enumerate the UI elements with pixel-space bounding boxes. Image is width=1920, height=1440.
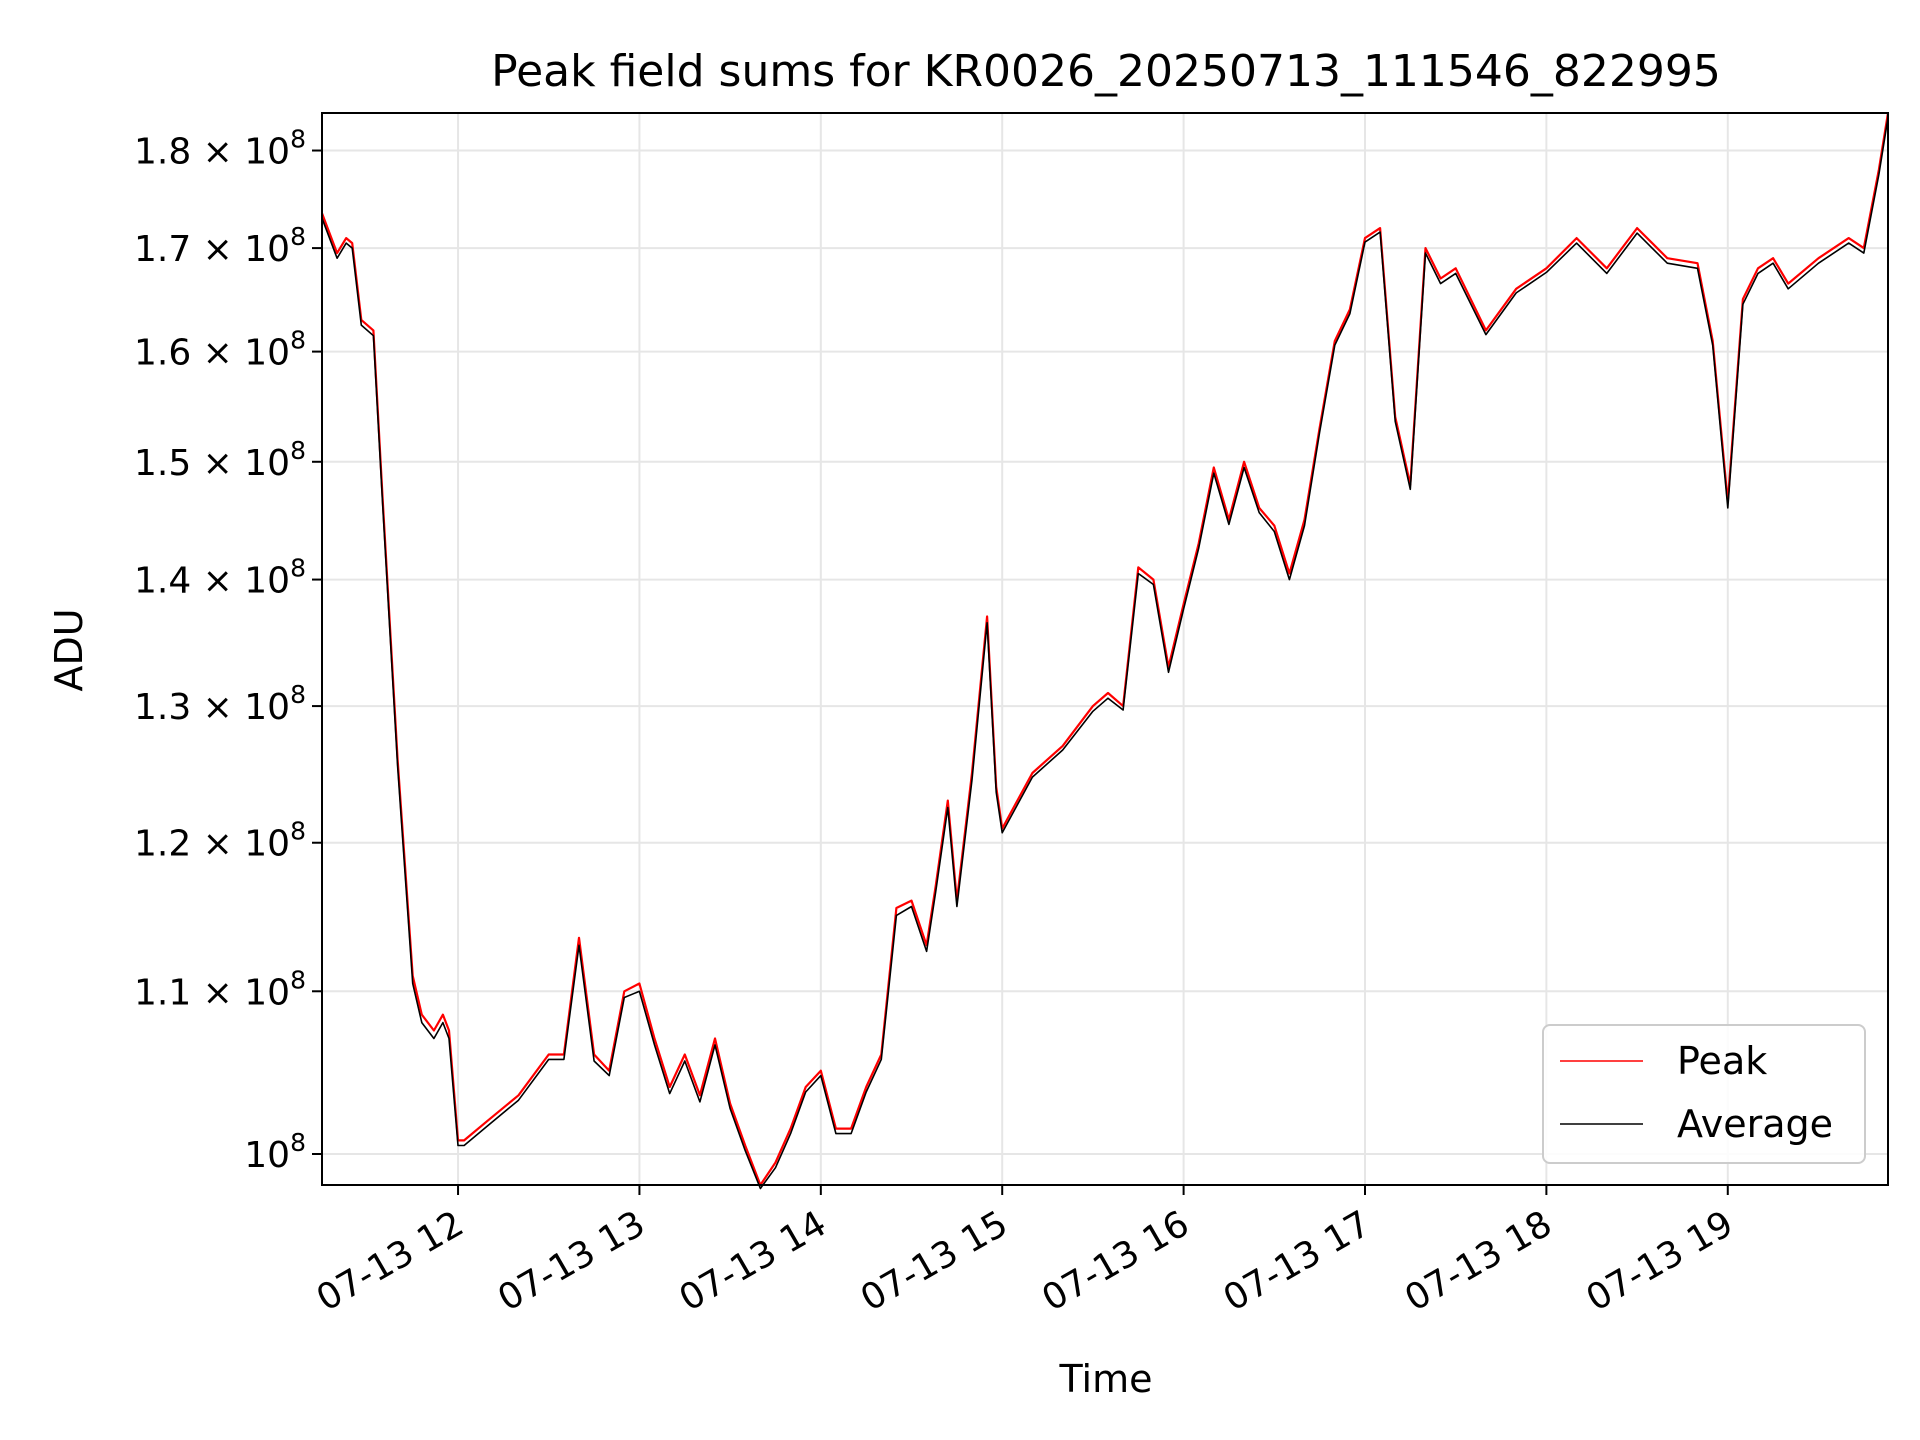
y-tick-label: 108: [244, 1128, 306, 1176]
y-tick-label: 1.1 × 108: [134, 965, 306, 1013]
y-tick-exponent: 8: [290, 554, 306, 583]
y-tick-mantissa: 1.1 × 10: [134, 972, 290, 1013]
y-tick-exponent: 8: [290, 125, 306, 154]
x-axis-label: Time: [1059, 1357, 1153, 1401]
legend-label-average: Average: [1677, 1102, 1833, 1146]
y-tick-label: 1.3 × 108: [134, 680, 306, 728]
y-tick-mantissa: 1.5 × 10: [134, 443, 290, 484]
y-tick-exponent: 8: [290, 1128, 306, 1157]
series-lines: [320, 112, 1890, 1190]
y-tick-exponent: 8: [290, 222, 306, 251]
plot-frame: [321, 112, 1889, 1186]
y-tick-mantissa: 1.8 × 10: [134, 132, 290, 173]
y-tick-mantissa: 1.4 × 10: [134, 561, 290, 602]
legend-label-peak: Peak: [1677, 1039, 1767, 1083]
y-tick-label: 1.8 × 108: [134, 125, 306, 173]
y-tick-label: 1.2 × 108: [134, 817, 306, 865]
y-tick-exponent: 8: [290, 326, 306, 355]
y-tick-label: 1.7 × 108: [134, 222, 306, 270]
series-line-average: [321, 117, 1889, 1190]
y-tick-exponent: 8: [290, 817, 306, 846]
y-tick-label: 1.5 × 108: [134, 436, 306, 484]
chart-title: Peak field sums for KR0026_20250713_1115…: [491, 46, 1721, 97]
y-axis-label: ADU: [47, 608, 91, 691]
y-tick-mantissa: 1.7 × 10: [134, 229, 290, 270]
y-tick-mantissa: 10: [244, 1135, 290, 1176]
y-tick-mantissa: 1.6 × 10: [134, 333, 290, 374]
y-tick-exponent: 8: [290, 965, 306, 994]
y-tick-label: 1.6 × 108: [134, 326, 306, 374]
legend-box: [1542, 1024, 1866, 1164]
y-tick-exponent: 8: [290, 680, 306, 709]
y-tick-mantissa: 1.2 × 10: [134, 824, 290, 865]
y-tick-mantissa: 1.3 × 10: [134, 687, 290, 728]
gridlines: [322, 113, 1888, 1185]
y-tick-label: 1.4 × 108: [134, 554, 306, 602]
legend: Peak Average: [1542, 1024, 1866, 1164]
y-tick-exponent: 8: [290, 436, 306, 465]
